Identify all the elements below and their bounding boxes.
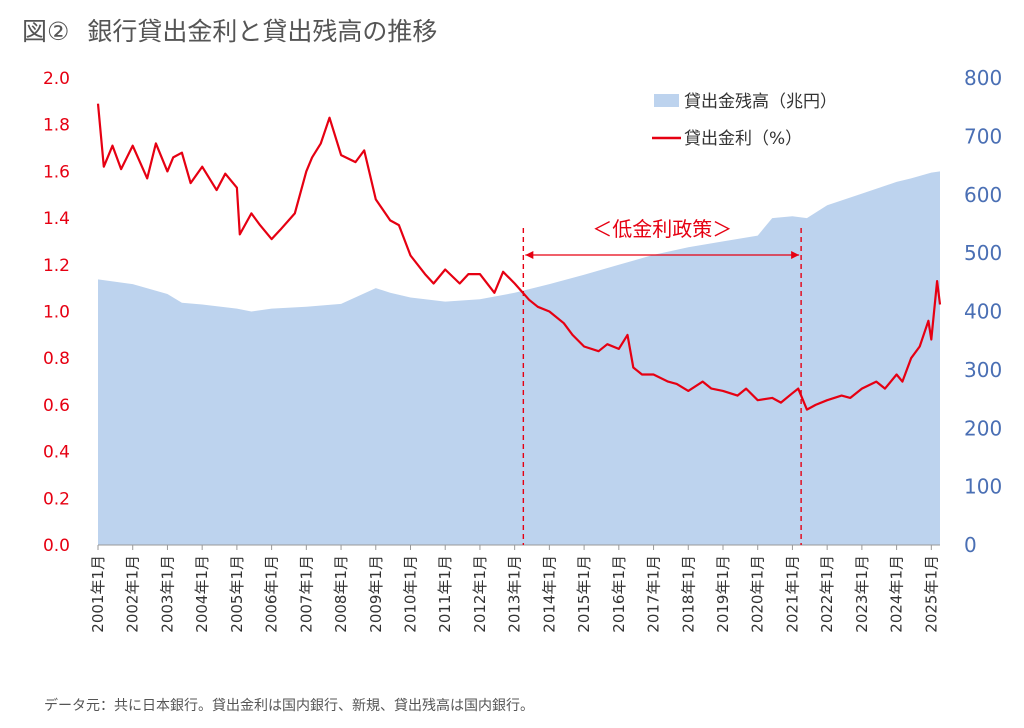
left-tick-label: 0.6 xyxy=(43,396,70,416)
x-tick-label: 2009年1月 xyxy=(367,555,385,633)
x-tick-label: 2020年1月 xyxy=(749,555,767,633)
legend-area-swatch xyxy=(654,94,679,107)
right-tick-label: 300 xyxy=(964,358,1002,382)
axes-layer: 0.0 0.2 0.4 0.6 0.8 1.0 1.2 1.4 1.6 1.8 2.0 0 100 200… xyxy=(43,66,1002,633)
x-tick-label: 2021年1月 xyxy=(783,555,801,633)
x-tick-label: 2024年1月 xyxy=(888,555,906,633)
legend-line-label: 貸出金利（%） xyxy=(684,129,802,149)
right-tick-label: 0 xyxy=(964,533,977,557)
x-tick-label: 2010年1月 xyxy=(401,555,419,633)
x-tick-label: 2015年1月 xyxy=(575,555,593,633)
legend: 貸出金残高（兆円） 貸出金利（%） xyxy=(652,92,837,149)
balance-area-layer xyxy=(98,171,940,545)
x-tick-label: 2023年1月 xyxy=(853,555,871,633)
x-tick-label: 2002年1月 xyxy=(124,555,142,633)
left-tick-label: 1.0 xyxy=(43,303,70,323)
x-tick-label: 2018年1月 xyxy=(679,555,697,633)
left-tick-label: 0.0 xyxy=(43,536,70,556)
right-tick-label: 700 xyxy=(964,124,1002,148)
left-tick-label: 0.2 xyxy=(43,489,70,509)
left-tick-label: 2.0 xyxy=(43,69,70,89)
x-tick-label: 2004年1月 xyxy=(193,555,211,633)
x-tick-label: 2008年1月 xyxy=(332,555,350,633)
x-tick-label: 2025年1月 xyxy=(922,555,940,633)
x-tick-label: 2011年1月 xyxy=(436,555,454,633)
source-note: データ元：共に日本銀行。貸出金利は国内銀行、新規、貸出残高は国内銀行。 xyxy=(44,698,534,714)
x-tick-label: 2006年1月 xyxy=(263,555,281,633)
x-tick-label: 2016年1月 xyxy=(610,555,628,633)
left-tick-label: 1.4 xyxy=(43,209,70,229)
rate-line xyxy=(96,103,942,411)
policy-label: ＜低金利政策＞ xyxy=(592,217,732,241)
x-tick-label: 2014年1月 xyxy=(540,555,558,633)
x-tick-label: 2022年1月 xyxy=(818,555,836,633)
legend-area-label: 貸出金残高（兆円） xyxy=(684,92,837,112)
rate-line-layer xyxy=(96,103,942,411)
right-tick-label: 500 xyxy=(964,241,1002,265)
left-tick-label: 1.6 xyxy=(43,162,70,182)
chart-title: 図② 銀行貸出金利と貸出残高の推移 xyxy=(22,12,437,48)
figure-number: 図② xyxy=(22,17,70,46)
policy-arrow-left-head xyxy=(525,251,534,259)
left-tick-label: 1.2 xyxy=(43,256,70,276)
right-tick-label: 100 xyxy=(964,475,1002,499)
x-tick-label: 2017年1月 xyxy=(645,555,663,633)
title-text: 銀行貸出金利と貸出残高の推移 xyxy=(87,17,438,46)
left-tick-label: 0.8 xyxy=(43,349,70,369)
right-tick-label: 200 xyxy=(964,416,1002,440)
x-tick-label: 2013年1月 xyxy=(506,555,524,633)
right-tick-label: 800 xyxy=(964,66,1002,90)
x-tick-label: 2019年1月 xyxy=(714,555,732,633)
right-tick-label: 600 xyxy=(964,183,1002,207)
x-tick-label: 2001年1月 xyxy=(89,555,107,633)
policy-annotation-layer: ＜低金利政策＞ xyxy=(522,217,802,545)
policy-arrow-right-head xyxy=(791,251,800,259)
balance-area xyxy=(98,171,940,545)
left-tick-label: 1.8 xyxy=(43,116,70,136)
right-tick-label: 400 xyxy=(964,300,1002,324)
x-tick-label: 2005年1月 xyxy=(228,555,246,633)
x-tick-label: 2012年1月 xyxy=(471,555,489,633)
left-tick-label: 0.4 xyxy=(43,443,70,463)
x-tick-label: 2003年1月 xyxy=(158,555,176,633)
x-tick-label: 2007年1月 xyxy=(297,555,315,633)
